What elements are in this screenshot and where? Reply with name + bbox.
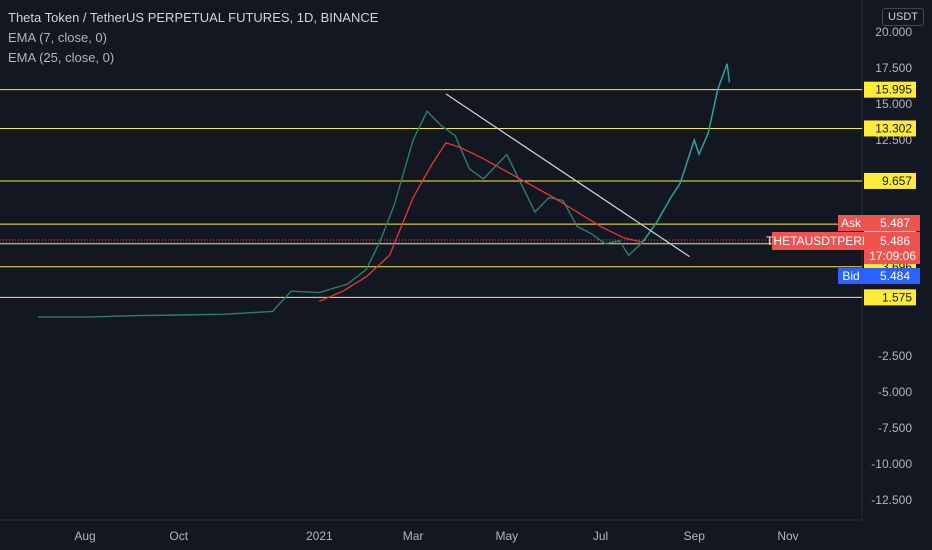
x-tick-label: 2021 (306, 529, 333, 543)
bid-value-badge-text: 5.484 (880, 269, 910, 283)
level-badge (864, 120, 916, 137)
x-tick-label: Oct (169, 529, 188, 543)
symbol-badge-text: THETAUSDTPERP (766, 234, 870, 248)
level-badge-value: 15.995 (875, 83, 912, 97)
last-price-badge (864, 232, 920, 264)
price-series-line (38, 110, 644, 318)
last-price-value: 5.486 (880, 234, 910, 248)
ask-label-badge (838, 215, 864, 231)
y-tick-label: 17.500 (875, 61, 912, 75)
level-badge (864, 172, 916, 189)
level-badge-value: 13.302 (875, 121, 912, 135)
projection-series-line (642, 63, 731, 243)
ask-value-badge (864, 215, 920, 231)
y-tick-label: 15.000 (875, 97, 912, 111)
ask-label-badge-text: Ask (841, 216, 862, 230)
candle-countdown: 17:09:06 (869, 249, 916, 263)
trend-line (445, 93, 690, 258)
x-tick-label: Mar (403, 529, 424, 543)
chart-title: Theta Token / TetherUS PERPETUAL FUTURES… (8, 10, 379, 25)
ask-value-badge-text: 5.487 (880, 216, 910, 230)
x-tick-label: Jul (593, 529, 608, 543)
x-tick-label: Aug (74, 529, 95, 543)
y-tick-label: -2.500 (878, 349, 912, 363)
y-tick-label: -12.500 (871, 493, 912, 507)
bid-value-badge (864, 268, 920, 284)
y-tick-label: -5.000 (878, 385, 912, 399)
currency-button[interactable]: USDT (882, 8, 924, 26)
y-tick-label: -10.000 (871, 457, 912, 471)
level-badge-value: 9.657 (882, 174, 912, 188)
level-badge (864, 289, 916, 306)
y-tick-label: -7.500 (878, 421, 912, 435)
y-tick-label: 20.000 (875, 25, 912, 39)
chart-legend: Theta Token / TetherUS PERPETUAL FUTURES… (8, 8, 378, 68)
x-tick-label: Nov (777, 529, 798, 543)
ema-7-indicator[interactable]: EMA (7, close, 0) (8, 30, 107, 45)
x-tick-label: May (495, 529, 518, 543)
x-tick-label: Sep (684, 529, 706, 543)
bid-label-badge (838, 268, 864, 284)
bid-label-badge-text: Bid (842, 269, 859, 283)
ema-series-line (319, 142, 643, 302)
symbol-badge (772, 232, 864, 250)
ema-25-indicator[interactable]: EMA (25, close, 0) (8, 50, 115, 65)
level-badge (864, 81, 916, 98)
level-badge-value: 1.575 (882, 290, 912, 304)
y-tick-label: 12.500 (875, 133, 912, 147)
